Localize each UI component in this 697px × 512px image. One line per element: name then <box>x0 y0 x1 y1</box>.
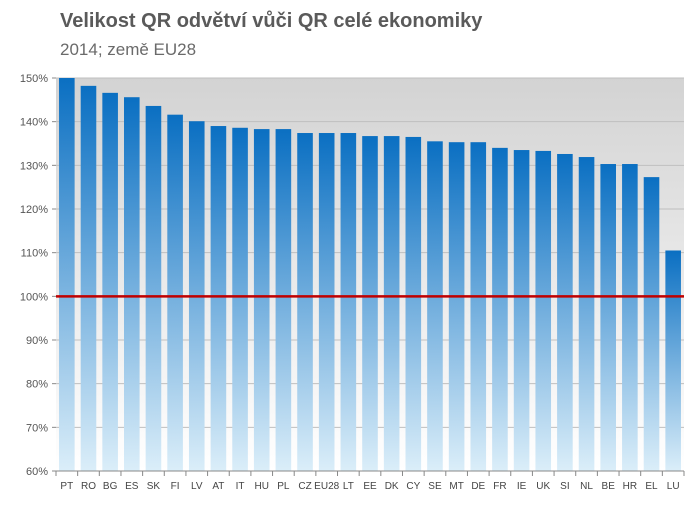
category-label-fi: FI <box>171 481 180 492</box>
y-tick-label: 110% <box>21 248 49 260</box>
y-axis-tick-labels: 60% 70% 80% 90% 100% 110% 120% 130% 140% 150% <box>20 73 56 478</box>
category-label-lv: LV <box>191 481 203 492</box>
category-label-hr: HR <box>623 481 637 492</box>
bar-at <box>210 126 227 472</box>
bar-es <box>123 97 140 472</box>
y-tick-label: 120% <box>20 204 48 216</box>
category-label-dk: DK <box>385 481 399 492</box>
category-label-cz: CZ <box>298 481 311 492</box>
chart-subtitle: 2014; země EU28 <box>60 40 197 59</box>
bar-ie <box>513 150 530 472</box>
category-label-de: DE <box>471 481 485 492</box>
category-label-el: EL <box>645 481 658 492</box>
category-label-at: AT <box>212 481 224 492</box>
category-label-lu: LU <box>667 481 680 492</box>
chart-title: Velikost QR odvětví vůči QR celé ekonomi… <box>60 10 483 32</box>
category-label-be: BE <box>602 481 616 492</box>
category-label-se: SE <box>428 481 442 492</box>
bar-it <box>232 127 248 471</box>
bar-nl <box>578 157 595 471</box>
bar-sk <box>145 105 162 472</box>
category-label-ro: RO <box>81 481 96 492</box>
bar-ro <box>80 85 97 472</box>
category-label-lt: LT <box>343 481 354 492</box>
y-tick-label: 80% <box>26 379 48 391</box>
bar-hu <box>253 129 270 471</box>
category-label-sk: SK <box>147 481 161 492</box>
bar-pl <box>275 129 292 471</box>
bar-dk <box>383 136 400 471</box>
bar-de <box>470 142 487 471</box>
bar-ee <box>362 136 378 471</box>
y-tick-label: 150% <box>20 73 48 85</box>
bar-hr <box>622 164 638 472</box>
bar-lt <box>340 133 357 471</box>
category-label-es: ES <box>125 481 139 492</box>
category-label-uk: UK <box>536 481 550 492</box>
category-label-cy: CY <box>406 481 420 492</box>
category-label-nl: NL <box>580 481 593 492</box>
bar-eu28 <box>318 133 335 471</box>
x-axis <box>55 470 685 476</box>
y-tick-label: 70% <box>26 422 48 434</box>
category-label-fr: FR <box>493 481 506 492</box>
bar-mt <box>448 142 465 471</box>
category-label-si: SI <box>560 481 569 492</box>
category-label-bg: BG <box>103 481 118 492</box>
bar-cy <box>405 136 422 471</box>
y-tick-label: 140% <box>20 117 48 129</box>
y-tick-label: 90% <box>26 335 48 347</box>
bar-bg <box>102 92 118 471</box>
category-label-hu: HU <box>254 481 268 492</box>
y-tick-label: 130% <box>20 160 48 172</box>
bar-pt <box>59 78 75 471</box>
y-tick-label: 100% <box>20 291 48 303</box>
bar-cz <box>297 133 313 471</box>
category-label-pl: PL <box>277 481 290 492</box>
category-label-it: IT <box>236 481 245 492</box>
category-label-ee: EE <box>363 481 377 492</box>
y-tick-label: 60% <box>26 466 48 478</box>
bars <box>59 78 681 472</box>
bar-se <box>427 141 443 472</box>
bar-fr <box>492 147 508 471</box>
bar-si <box>557 153 573 472</box>
bar-uk <box>535 150 552 471</box>
category-label-pt: PT <box>60 481 73 492</box>
bar-lu <box>665 250 681 471</box>
bar-el <box>643 177 660 471</box>
category-label-ie: IE <box>517 481 527 492</box>
category-label-mt: MT <box>449 481 463 492</box>
bar-fi <box>167 114 183 472</box>
x-axis-category-labels: PT RO BG ES SK FI LV AT IT HU PL CZ EU28 LT EE DK CY SE MT… <box>60 481 679 492</box>
bar-be <box>600 164 617 472</box>
category-label-eu28: EU28 <box>314 481 339 492</box>
